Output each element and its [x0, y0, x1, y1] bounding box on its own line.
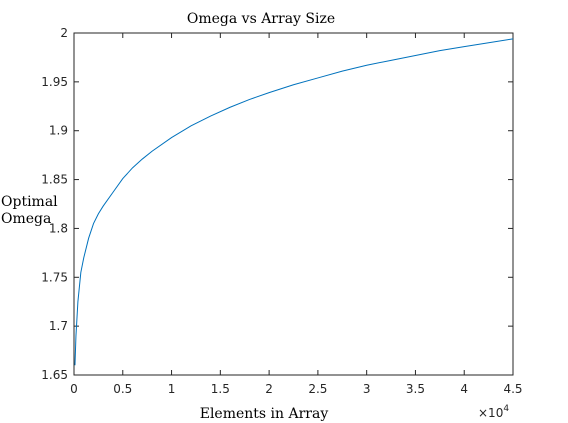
x-tick-label: 4 — [460, 382, 468, 396]
x-tick-label: 3.5 — [406, 382, 425, 396]
series-line — [74, 38, 514, 366]
x-tick-label: 0 — [70, 382, 78, 396]
y-tick-label: 2 — [60, 26, 68, 40]
y-tick-label: 1.65 — [41, 368, 68, 382]
y-tick-label: 1.95 — [41, 75, 68, 89]
plot-area-frame — [73, 32, 514, 376]
y-axis-title-line-2: Omega — [1, 211, 51, 227]
x-tick-label: 2 — [265, 382, 273, 396]
y-tick-label: 1.75 — [41, 270, 68, 284]
y-tick-label: 1.9 — [49, 124, 68, 138]
exponent-power: 4 — [503, 404, 509, 414]
axis-ticks — [73, 32, 514, 376]
tick-labels: 0 0.5 1 1.5 2 2.5 3 3.5 4 4.5 1.65 1.7 1.75 1.8 1.85 1.… — [41, 26, 522, 396]
y-tick-label: 1.7 — [49, 319, 68, 333]
x-tick-label: 4.5 — [503, 382, 522, 396]
x-tick-label: 3 — [363, 382, 371, 396]
chart-title: Omega vs Array Size — [187, 11, 335, 27]
x-tick-label: 0.5 — [113, 382, 132, 396]
x-tick-label: 1 — [168, 382, 176, 396]
x-tick-label: 1.5 — [211, 382, 230, 396]
y-tick-label: 1.8 — [49, 221, 68, 235]
plot-box — [73, 32, 514, 376]
y-tick-label: 1.85 — [41, 173, 68, 187]
x-axis-title: Elements in Array — [200, 406, 329, 422]
x-axis-exponent-label: ×104 — [478, 404, 509, 420]
exponent-base: ×10 — [478, 406, 503, 420]
x-tick-label: 2.5 — [308, 382, 327, 396]
y-axis-title-line-1: Optimal — [1, 194, 58, 210]
